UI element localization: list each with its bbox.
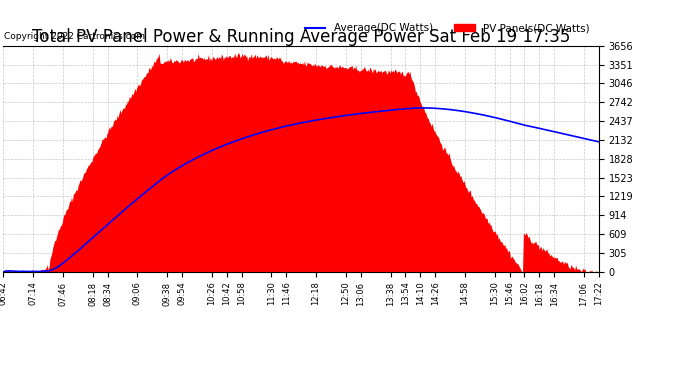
Title: Total PV Panel Power & Running Average Power Sat Feb 19 17:35: Total PV Panel Power & Running Average P… <box>32 28 571 46</box>
Text: Copyright 2022 Cartronics.com: Copyright 2022 Cartronics.com <box>4 32 145 41</box>
Legend: Average(DC Watts), PV Panels(DC Watts): Average(DC Watts), PV Panels(DC Watts) <box>300 19 593 38</box>
